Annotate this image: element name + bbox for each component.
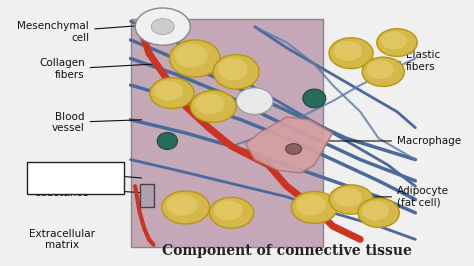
Ellipse shape xyxy=(170,40,220,77)
Text: Collagen: Collagen xyxy=(41,167,142,178)
Text: Blood
vessel: Blood vessel xyxy=(52,111,142,133)
Ellipse shape xyxy=(381,31,407,49)
Ellipse shape xyxy=(303,89,326,108)
Ellipse shape xyxy=(236,88,273,114)
Text: Adipocyte
(fat cell): Adipocyte (fat cell) xyxy=(336,186,449,208)
Text: Elastic
fibers: Elastic fibers xyxy=(349,50,440,72)
Ellipse shape xyxy=(292,192,337,223)
Ellipse shape xyxy=(362,201,389,220)
Ellipse shape xyxy=(157,132,177,149)
Ellipse shape xyxy=(210,197,254,228)
Text: Ground
substance: Ground substance xyxy=(35,177,142,198)
Ellipse shape xyxy=(362,57,404,86)
Ellipse shape xyxy=(333,41,362,61)
Text: Component of connective tissue: Component of connective tissue xyxy=(162,244,412,258)
Ellipse shape xyxy=(154,81,183,101)
Ellipse shape xyxy=(333,188,362,207)
Ellipse shape xyxy=(218,58,248,80)
Ellipse shape xyxy=(190,90,236,122)
FancyBboxPatch shape xyxy=(130,19,323,247)
Ellipse shape xyxy=(329,185,373,214)
Ellipse shape xyxy=(366,60,394,79)
Ellipse shape xyxy=(175,44,208,68)
Ellipse shape xyxy=(286,144,301,154)
Bar xyxy=(140,184,154,207)
Ellipse shape xyxy=(358,198,399,227)
Text: Macrophage: Macrophage xyxy=(326,136,461,146)
FancyBboxPatch shape xyxy=(27,162,124,194)
Ellipse shape xyxy=(195,94,225,114)
Ellipse shape xyxy=(151,19,174,35)
Ellipse shape xyxy=(166,194,198,216)
Ellipse shape xyxy=(162,191,210,224)
Text: Extracellular
matrix: Extracellular matrix xyxy=(28,228,95,250)
Ellipse shape xyxy=(213,55,259,89)
Polygon shape xyxy=(246,117,333,173)
Ellipse shape xyxy=(214,201,243,221)
Text: Mesenchymal
cell: Mesenchymal cell xyxy=(18,21,160,43)
Ellipse shape xyxy=(150,78,194,109)
Ellipse shape xyxy=(377,29,417,56)
Ellipse shape xyxy=(135,8,190,45)
Text: Collagen
fibers: Collagen fibers xyxy=(39,58,155,80)
Ellipse shape xyxy=(329,38,373,69)
Ellipse shape xyxy=(296,195,326,215)
